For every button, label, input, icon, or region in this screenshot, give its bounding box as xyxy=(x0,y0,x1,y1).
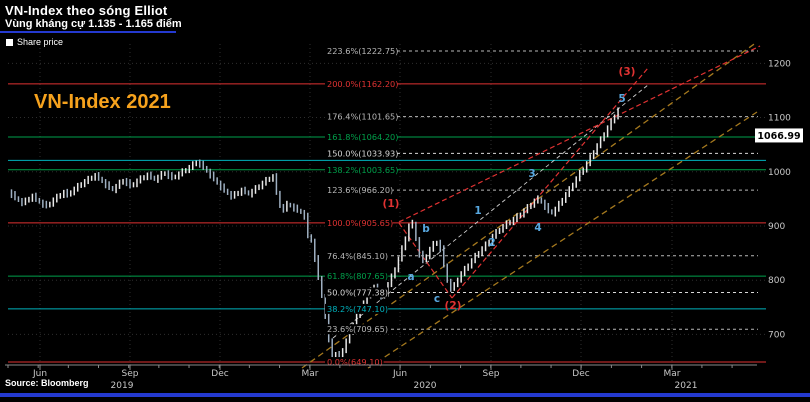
source-credit: Source: Bloomberg xyxy=(5,378,89,388)
svg-text:0.0%(649.10): 0.0%(649.10) xyxy=(327,357,383,367)
svg-text:Mar: Mar xyxy=(664,369,681,379)
gridlines xyxy=(8,44,766,365)
chart-subtitle: Vùng kháng cự 1.135 - 1.165 điểm xyxy=(5,18,182,30)
svg-text:1200: 1200 xyxy=(768,59,791,69)
legend[interactable]: Share price xyxy=(6,37,63,47)
svg-text:800: 800 xyxy=(768,276,785,286)
svg-text:161.8%(1064.20): 161.8%(1064.20) xyxy=(327,132,398,142)
svg-text:2: 2 xyxy=(488,237,495,249)
svg-text:Dec: Dec xyxy=(211,369,228,379)
svg-text:61.8%(807.65): 61.8%(807.65) xyxy=(327,271,388,281)
wave-labels: (1) (2) (3) a b c 1 2 3 4 5 xyxy=(383,66,636,312)
svg-text:700: 700 xyxy=(768,330,785,340)
svg-text:b: b xyxy=(422,223,430,235)
svg-text:(1): (1) xyxy=(383,198,400,210)
fib-labels: 223.6%(1222.75) 200.0%(1162.20) 176.4%(110… xyxy=(325,46,398,368)
chart-title: VN-Index theo sóng Elliot xyxy=(5,3,168,18)
svg-text:123.6%(966.20): 123.6%(966.20) xyxy=(327,185,393,195)
svg-text:Mar: Mar xyxy=(302,369,319,379)
svg-text:a: a xyxy=(407,271,414,283)
svg-text:150.0%(1033.93): 150.0%(1033.93) xyxy=(327,148,398,158)
svg-text:23.6%(709.65): 23.6%(709.65) xyxy=(327,324,388,334)
svg-text:200.0%(1162.20): 200.0%(1162.20) xyxy=(327,79,398,89)
svg-text:900: 900 xyxy=(768,222,785,232)
y-axis: 700 800 900 1000 1100 1200 xyxy=(768,59,791,340)
svg-text:(3): (3) xyxy=(619,66,636,78)
svg-text:2021: 2021 xyxy=(675,381,698,391)
svg-text:3: 3 xyxy=(528,168,535,180)
svg-text:138.2%(1003.65): 138.2%(1003.65) xyxy=(327,165,398,175)
svg-text:Jun: Jun xyxy=(32,369,47,379)
price-bars xyxy=(10,107,619,365)
legend-label: Share price xyxy=(17,37,64,47)
share-price-swatch-icon xyxy=(6,38,13,46)
svg-text:2020: 2020 xyxy=(414,381,437,391)
svg-text:1: 1 xyxy=(474,205,481,217)
svg-text:Sep: Sep xyxy=(483,369,500,379)
svg-text:5: 5 xyxy=(618,93,625,105)
svg-text:223.6%(1222.75): 223.6%(1222.75) xyxy=(327,46,398,56)
svg-text:176.4%(1101.65): 176.4%(1101.65) xyxy=(327,112,398,122)
bottom-accent-bar xyxy=(0,393,810,397)
svg-text:1100: 1100 xyxy=(768,114,791,124)
svg-text:c: c xyxy=(434,293,440,305)
svg-text:100.0%(905.65): 100.0%(905.65) xyxy=(327,218,393,228)
svg-text:Sep: Sep xyxy=(122,369,139,379)
svg-text:38.2%(747.10): 38.2%(747.10) xyxy=(327,304,388,314)
svg-text:Jun: Jun xyxy=(392,369,407,379)
svg-text:(2): (2) xyxy=(445,300,462,312)
x-axis: Jun Sep Dec Mar Jun Sep Dec Mar 2019 2020 2021 xyxy=(5,364,757,391)
svg-text:50.0%(777.38): 50.0%(777.38) xyxy=(327,287,388,297)
svg-text:1000: 1000 xyxy=(768,168,791,178)
subtitle-underline xyxy=(0,31,176,33)
svg-text:76.4%(845.10): 76.4%(845.10) xyxy=(327,251,388,261)
svg-text:1066.99: 1066.99 xyxy=(757,131,800,142)
svg-text:Dec: Dec xyxy=(572,369,589,379)
svg-text:2019: 2019 xyxy=(111,381,134,391)
last-price-badge: 1066.99 xyxy=(755,128,803,143)
svg-text:4: 4 xyxy=(534,222,541,234)
chart-watermark: VN-Index 2021 xyxy=(34,91,171,113)
